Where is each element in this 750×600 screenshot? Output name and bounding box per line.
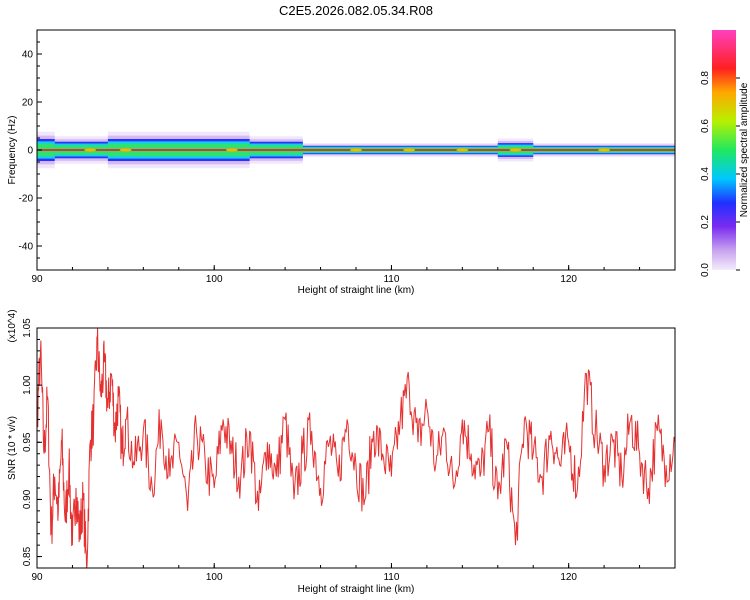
colorbar-tick-label: 0.6 — [700, 119, 711, 133]
spectrogram-panel: 90 100 110 120 40 20 0 -20 -40 Height of straigh… — [7, 29, 676, 296]
band-hotspot — [509, 148, 522, 152]
y-tick-label: 40 — [22, 50, 34, 61]
y-tick-label: 0.85 — [22, 546, 33, 566]
y-tick-label: 0.95 — [22, 432, 33, 452]
spectrogram-ylabel: Frequency (Hz) — [7, 116, 18, 185]
figure-title: C2E5.2026.082.05.34.R08 — [279, 3, 433, 18]
spectrogram-xlabel: Height of straight line (km) — [298, 285, 415, 296]
band-hotspot — [598, 148, 611, 152]
band-hotspot — [350, 148, 362, 152]
y-tick-label: 0 — [27, 146, 33, 157]
colorbar-label: Normalized spectral amplitude — [739, 82, 750, 217]
colorbar-ticks: 0.0 0.2 0.4 0.6 0.8 — [700, 71, 740, 277]
colorbar-tick-label: 0.4 — [700, 167, 711, 181]
band-hotspot — [225, 148, 238, 152]
snr-multiplier: (x10^4) — [7, 309, 18, 342]
snr-panel: 90 100 110 120 1.05 1.00 0.95 0.90 0.85 Height o… — [7, 309, 676, 595]
colorbar: 0.0 0.2 0.4 0.6 0.8 Normalized spectral ampl… — [700, 30, 750, 277]
x-tick-label: 110 — [383, 274, 399, 285]
band-hotspot — [456, 148, 469, 152]
y-tick-label: 20 — [22, 98, 34, 109]
y-tick-label: -20 — [19, 194, 34, 205]
colorbar-tick-label: 0.0 — [700, 263, 711, 277]
y-tick-label: 1.05 — [22, 318, 33, 338]
x-tick-label: 120 — [560, 572, 577, 583]
snr-frame — [36, 327, 676, 569]
x-tick-label: 90 — [31, 572, 43, 583]
spectral-band — [37, 131, 675, 169]
snr-ylabel: SNR (10 * v/v) — [7, 416, 18, 480]
x-tick-label: 100 — [206, 274, 223, 285]
snr-xlabel: Height of straight line (km) — [298, 584, 415, 595]
y-tick-label: -40 — [19, 242, 34, 253]
snr-ticks: 90 100 110 120 1.05 1.00 0.95 0.90 0.85 — [22, 318, 676, 583]
x-tick-label: 120 — [560, 274, 577, 285]
y-tick-label: 0.90 — [22, 489, 33, 509]
band-hotspot — [403, 148, 416, 152]
colorbar-tick-label: 0.2 — [700, 215, 711, 229]
spectrogram-ticks: 90 100 110 120 40 20 0 -20 -40 — [19, 29, 676, 285]
x-tick-label: 90 — [31, 274, 43, 285]
colorbar-tick-label: 0.8 — [700, 71, 711, 85]
y-tick-label: 1.00 — [22, 375, 33, 395]
colorbar-gradient — [712, 30, 736, 270]
band-hotspot — [84, 148, 97, 152]
x-tick-label: 100 — [206, 572, 223, 583]
snr-series-line — [37, 328, 675, 568]
band-hotspot — [119, 148, 132, 152]
x-tick-label: 110 — [383, 572, 399, 583]
